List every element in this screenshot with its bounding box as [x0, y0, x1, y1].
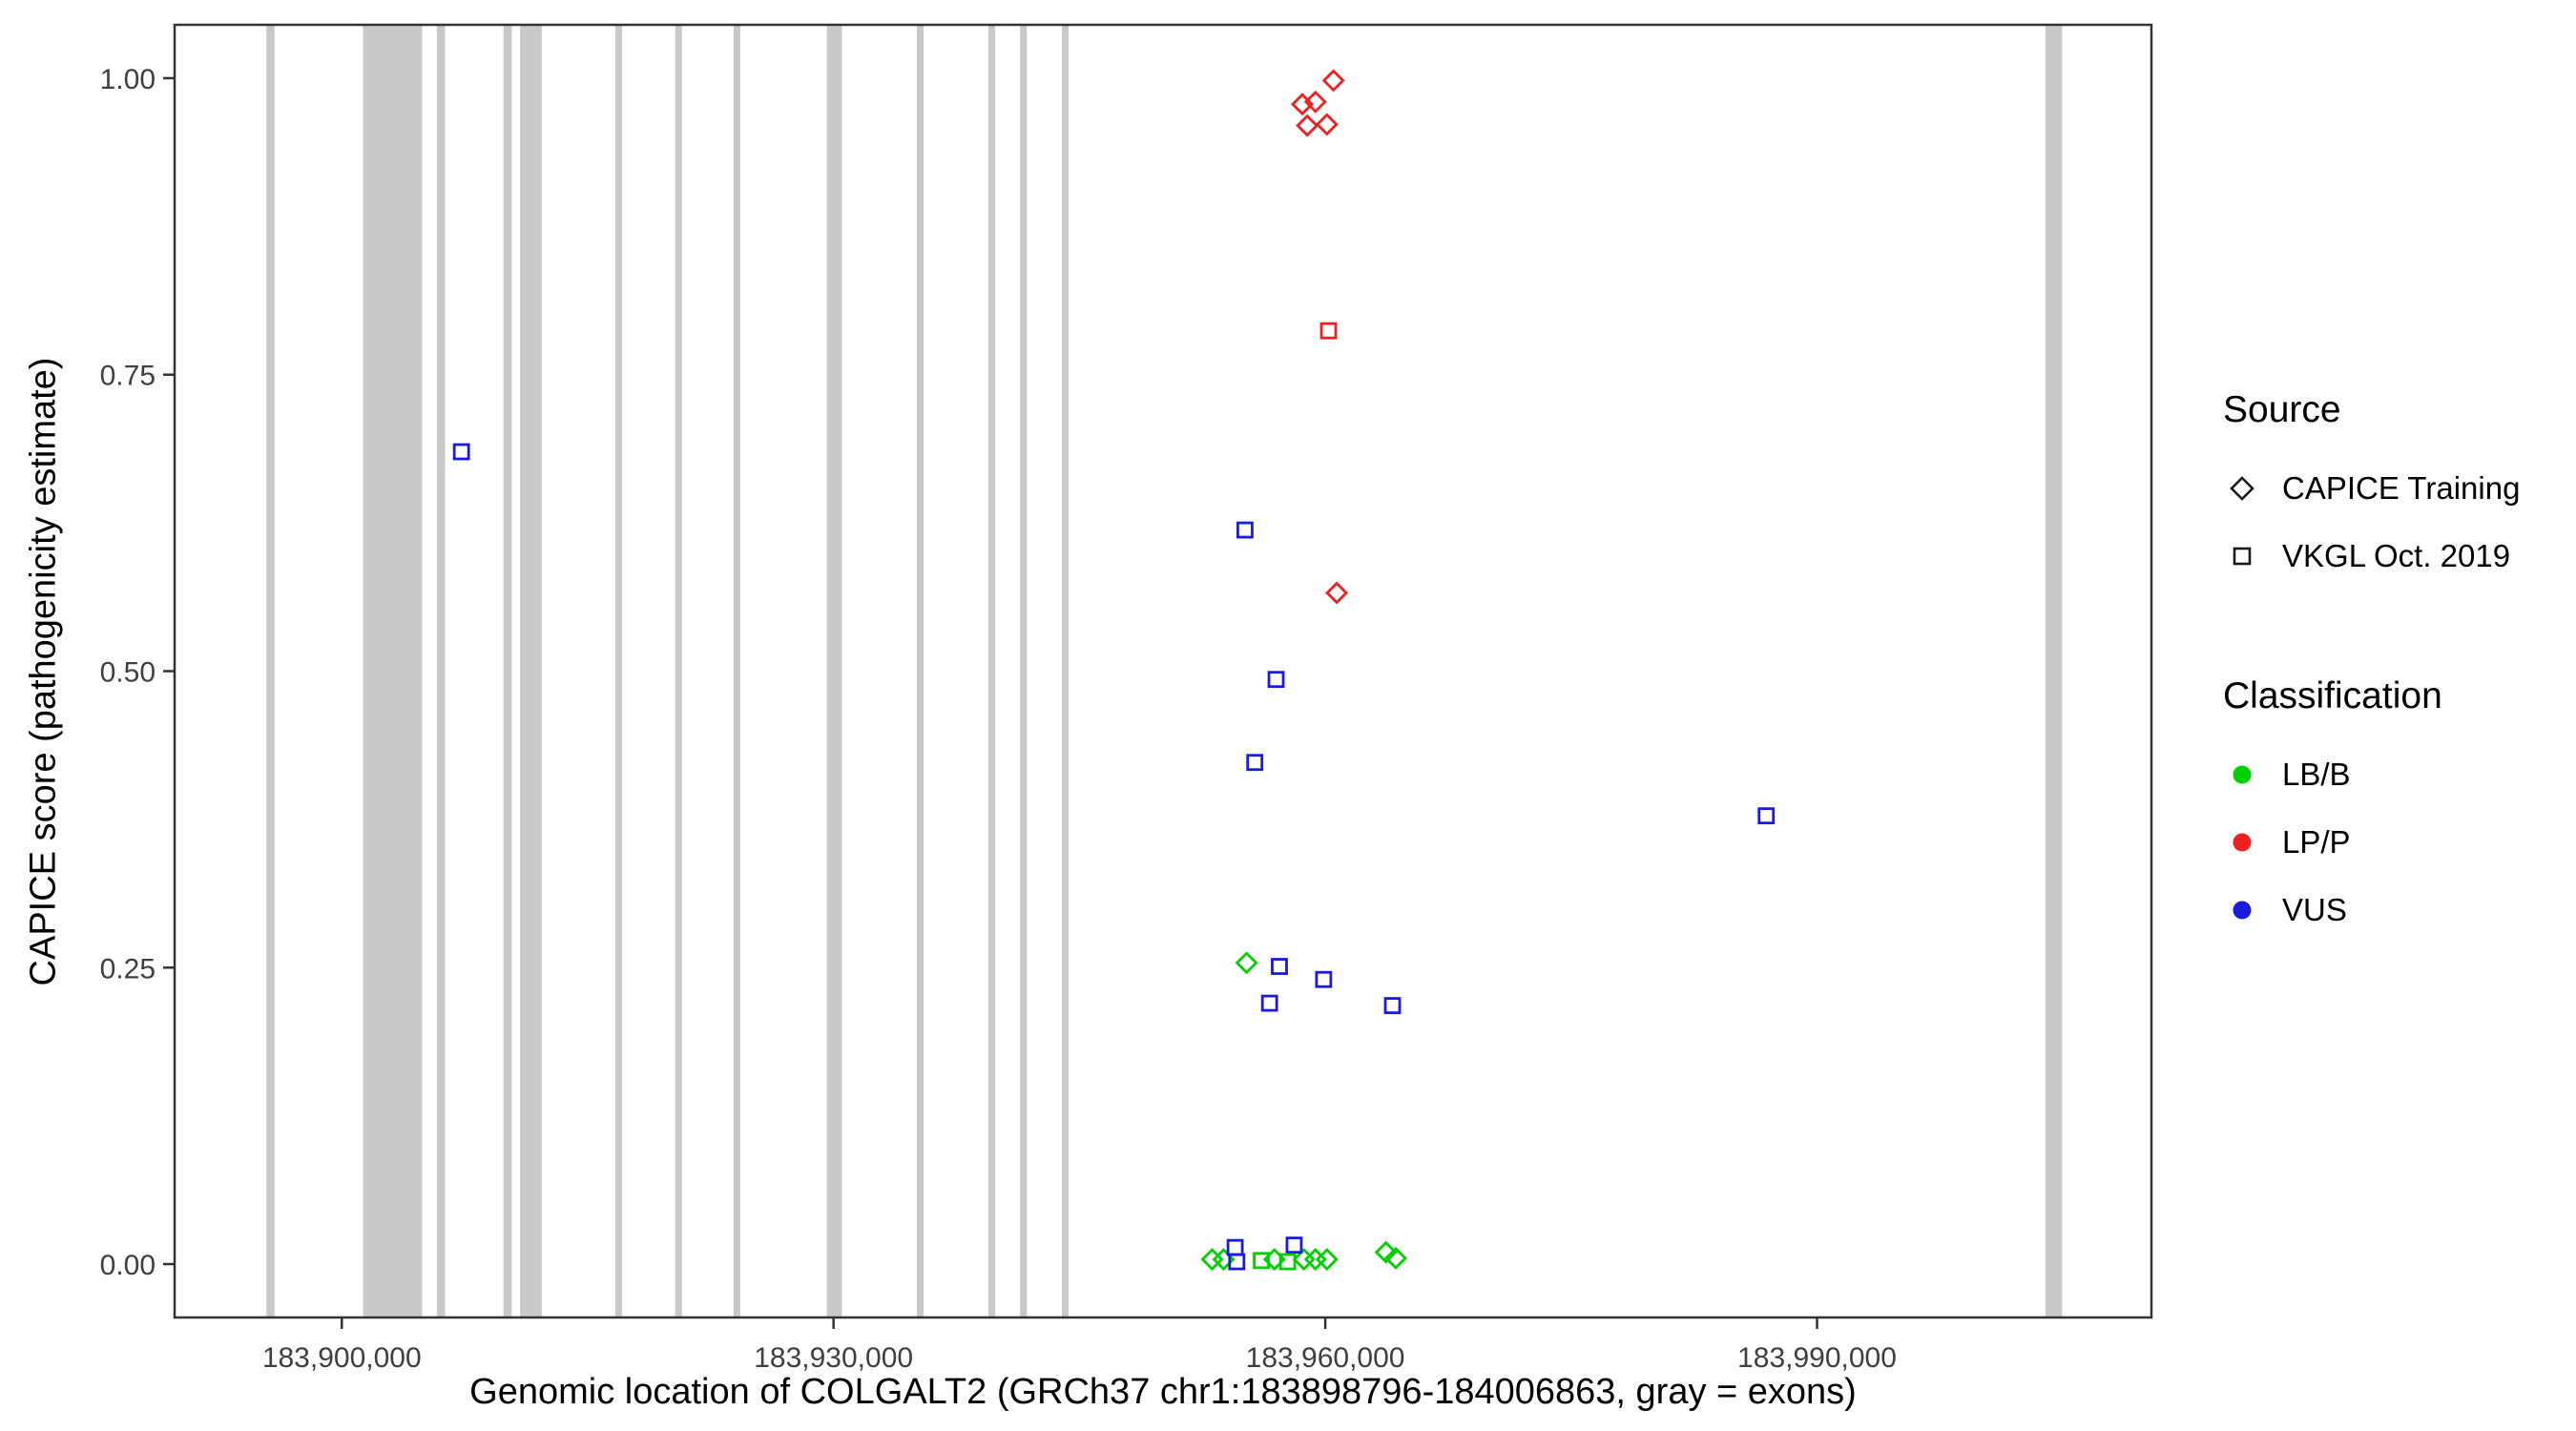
y-tick-label: 0.00: [100, 1250, 156, 1281]
data-point-square: [1253, 1252, 1270, 1270]
data-point-diamond: [1315, 113, 1339, 136]
y-tick-label: 1.00: [100, 64, 156, 95]
legend-item-capice-training: CAPICE Training: [2223, 454, 2520, 522]
legend-item-label: LB/B: [2282, 756, 2351, 792]
data-point-diamond: [1325, 581, 1349, 605]
exon-band: [1061, 25, 1070, 1317]
x-tick-label: 183,930,000: [754, 1342, 913, 1374]
exon-band: [733, 25, 740, 1317]
x-tick-label: 183,990,000: [1737, 1342, 1897, 1374]
y-tick-label: 0.25: [100, 953, 156, 985]
exon-band: [363, 25, 423, 1317]
data-point-square: [1226, 1238, 1244, 1256]
data-point-square: [1278, 1253, 1297, 1271]
exon-band: [675, 25, 682, 1317]
data-point-square: [1383, 997, 1402, 1014]
legend-group-classification: Classification LB/B LP/P VUS: [2223, 675, 2520, 944]
data-point-square: [1260, 994, 1278, 1012]
legend-item-vkgl: VKGL Oct. 2019: [2223, 522, 2520, 590]
data-point-diamond: [1315, 1248, 1339, 1272]
data-point-diamond: [1374, 1240, 1398, 1264]
exon-band: [988, 25, 996, 1317]
exon-band: [916, 25, 924, 1317]
data-point-diamond: [1296, 114, 1319, 137]
legend-source-title: Source: [2223, 389, 2341, 430]
data-point-diamond: [1235, 951, 1258, 975]
data-point-square: [1315, 970, 1333, 988]
data-point-square: [1236, 521, 1254, 539]
legend-item-lbb: LB/B: [2223, 740, 2520, 808]
data-point-square: [1271, 958, 1288, 975]
legend-item-label: VKGL Oct. 2019: [2282, 537, 2511, 573]
x-axis-title: Genomic location of COLGALT2 (GRCh37 chr…: [469, 1372, 1857, 1412]
data-point-square: [1228, 1253, 1246, 1271]
legend-group-source: Source CAPICE Training VKGL Oct. 2019: [2223, 389, 2520, 590]
data-point-square: [1319, 321, 1338, 340]
data-point-diamond: [1303, 1248, 1327, 1272]
legend-item-lpp: LP/P: [2223, 808, 2520, 876]
data-point-diamond: [1383, 1246, 1407, 1270]
legend-item-vus: VUS: [2223, 876, 2520, 944]
x-tick-label: 183,960,000: [1246, 1342, 1405, 1374]
y-tick-label: 0.75: [100, 361, 156, 392]
data-point-diamond: [1321, 69, 1345, 93]
exon-band: [2045, 25, 2063, 1317]
exon-band: [520, 25, 542, 1317]
legend-classification-title: Classification: [2223, 675, 2442, 716]
x-tick-label: 183,900,000: [262, 1342, 422, 1374]
y-tick-label: 0.50: [100, 657, 156, 689]
exon-band: [266, 25, 275, 1317]
legend: Source CAPICE Training VKGL Oct. 2019 Cl…: [2223, 389, 2520, 944]
exon-band: [826, 25, 842, 1317]
y-axis-title: CAPICE score (pathogenicity estimate): [23, 357, 64, 986]
exon-band: [436, 25, 446, 1317]
square-icon: [2233, 547, 2252, 565]
exon-band: [503, 25, 512, 1317]
data-point-square: [452, 443, 470, 461]
exon-band: [614, 25, 622, 1317]
data-point-square: [1246, 754, 1264, 772]
green-dot-icon: [2233, 765, 2252, 783]
diamond-icon: [2230, 475, 2254, 501]
data-point-diamond: [1291, 93, 1315, 116]
data-point-square: [1267, 671, 1285, 689]
data-point-square: [1757, 807, 1776, 825]
exon-band: [1020, 25, 1028, 1317]
legend-item-label: LP/P: [2282, 823, 2351, 860]
legend-item-label: CAPICE Training: [2282, 469, 2521, 506]
blue-dot-icon: [2233, 901, 2252, 919]
red-dot-icon: [2233, 833, 2252, 851]
data-point-square: [1285, 1236, 1303, 1255]
data-point-diamond: [1303, 90, 1327, 114]
data-point-diamond: [1200, 1248, 1224, 1272]
legend-item-label: VUS: [2282, 891, 2347, 927]
panel-border: [173, 23, 2153, 1319]
